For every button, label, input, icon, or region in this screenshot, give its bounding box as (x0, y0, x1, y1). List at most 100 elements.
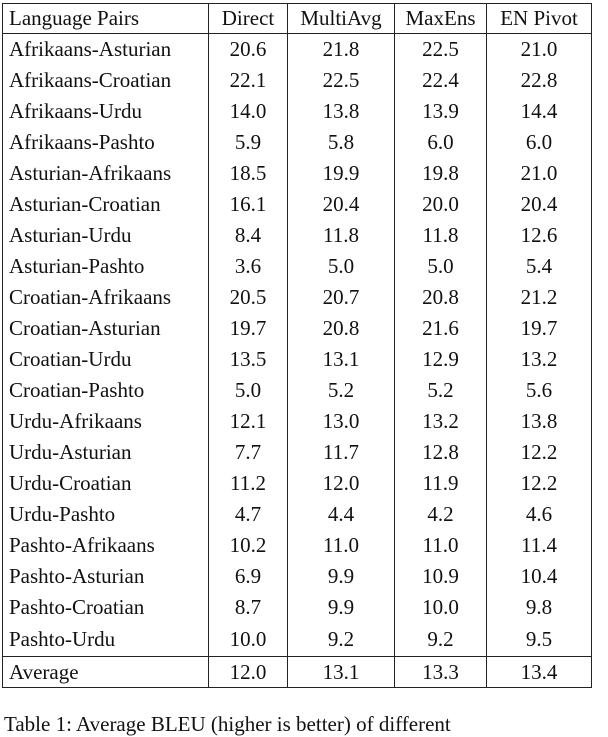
table-row: Pashto-Urdu 10.0 9.2 9.2 9.5 (2, 623, 592, 657)
cell-direct: 4.7 (208, 499, 288, 530)
cell-maxens: 12.8 (394, 437, 487, 468)
cell-direct: 12.0 (208, 656, 288, 688)
cell-multiavg: 12.0 (287, 468, 395, 499)
cell-direct: 11.2 (208, 468, 288, 499)
table-row: Croatian-Afrikaans 20.5 20.7 20.8 21.2 (2, 282, 592, 313)
table-row: Urdu-Pashto 4.7 4.4 4.2 4.6 (2, 499, 592, 530)
cell-multiavg: 9.9 (287, 561, 395, 592)
cell-en-pivot: 12.6 (486, 220, 592, 251)
cell-maxens: 12.9 (394, 344, 487, 375)
cell-language-pair: Afrikaans-Urdu (2, 96, 209, 127)
cell-multiavg: 11.7 (287, 437, 395, 468)
header-language-pairs: Language Pairs (2, 3, 209, 34)
cell-en-pivot: 13.8 (486, 406, 592, 437)
table-row: Croatian-Pashto 5.0 5.2 5.2 5.6 (2, 375, 592, 406)
cell-language-pair: Croatian-Afrikaans (2, 282, 209, 313)
cell-maxens: 13.9 (394, 96, 487, 127)
cell-multiavg: 21.8 (287, 33, 395, 65)
cell-en-pivot: 21.0 (486, 158, 592, 189)
table-row: Pashto-Asturian 6.9 9.9 10.9 10.4 (2, 561, 592, 592)
cell-en-pivot: 12.2 (486, 468, 592, 499)
cell-direct: 22.1 (208, 65, 288, 96)
cell-maxens: 9.2 (394, 623, 487, 657)
cell-multiavg: 13.1 (287, 344, 395, 375)
table-row: Pashto-Croatian 8.7 9.9 10.0 9.8 (2, 592, 592, 623)
cell-maxens: 6.0 (394, 127, 487, 158)
cell-maxens: 20.0 (394, 189, 487, 220)
cell-en-pivot: 20.4 (486, 189, 592, 220)
cell-direct: 5.0 (208, 375, 288, 406)
cell-direct: 13.5 (208, 344, 288, 375)
cell-language-pair: Croatian-Asturian (2, 313, 209, 344)
cell-maxens: 11.0 (394, 530, 487, 561)
cell-direct: 3.6 (208, 251, 288, 282)
cell-language-pair: Pashto-Croatian (2, 592, 209, 623)
cell-multiavg: 20.8 (287, 313, 395, 344)
cell-en-pivot: 5.4 (486, 251, 592, 282)
cell-en-pivot: 9.5 (486, 623, 592, 657)
average-row: Average 12.0 13.1 13.3 13.4 (2, 656, 592, 688)
cell-en-pivot: 19.7 (486, 313, 592, 344)
cell-en-pivot: 9.8 (486, 592, 592, 623)
header-en-pivot: EN Pivot (486, 3, 592, 34)
cell-en-pivot: 13.2 (486, 344, 592, 375)
cell-en-pivot: 5.6 (486, 375, 592, 406)
cell-en-pivot: 6.0 (486, 127, 592, 158)
cell-multiavg: 11.8 (287, 220, 395, 251)
cell-direct: 18.5 (208, 158, 288, 189)
cell-direct: 8.7 (208, 592, 288, 623)
table-row: Urdu-Croatian 11.2 12.0 11.9 12.2 (2, 468, 592, 499)
cell-en-pivot: 10.4 (486, 561, 592, 592)
results-table: Language Pairs Direct MultiAvg MaxEns EN… (2, 3, 592, 688)
header-multiavg: MultiAvg (287, 3, 395, 34)
cell-language-pair: Average (2, 656, 209, 688)
cell-multiavg: 13.8 (287, 96, 395, 127)
cell-multiavg: 5.0 (287, 251, 395, 282)
cell-multiavg: 19.9 (287, 158, 395, 189)
table-row: Asturian-Urdu 8.4 11.8 11.8 12.6 (2, 220, 592, 251)
cell-maxens: 11.9 (394, 468, 487, 499)
cell-multiavg: 5.2 (287, 375, 395, 406)
cell-direct: 7.7 (208, 437, 288, 468)
table-row: Asturian-Afrikaans 18.5 19.9 19.8 21.0 (2, 158, 592, 189)
cell-direct: 20.5 (208, 282, 288, 313)
cell-direct: 5.9 (208, 127, 288, 158)
cell-direct: 10.2 (208, 530, 288, 561)
cell-language-pair: Asturian-Urdu (2, 220, 209, 251)
cell-language-pair: Afrikaans-Croatian (2, 65, 209, 96)
cell-multiavg: 13.1 (287, 656, 395, 688)
table-row: Croatian-Asturian 19.7 20.8 21.6 19.7 (2, 313, 592, 344)
cell-direct: 12.1 (208, 406, 288, 437)
cell-language-pair: Urdu-Pashto (2, 499, 209, 530)
cell-en-pivot: 21.0 (486, 33, 592, 65)
cell-maxens: 13.3 (394, 656, 487, 688)
cell-en-pivot: 14.4 (486, 96, 592, 127)
cell-language-pair: Asturian-Pashto (2, 251, 209, 282)
table-body: Afrikaans-Asturian 20.6 21.8 22.5 21.0 Afrika… (2, 33, 592, 688)
cell-maxens: 22.5 (394, 33, 487, 65)
table-row: Afrikaans-Urdu 14.0 13.8 13.9 14.4 (2, 96, 592, 127)
cell-language-pair: Pashto-Urdu (2, 623, 209, 657)
cell-multiavg: 20.7 (287, 282, 395, 313)
cell-language-pair: Asturian-Afrikaans (2, 158, 209, 189)
table-row: Croatian-Urdu 13.5 13.1 12.9 13.2 (2, 344, 592, 375)
cell-multiavg: 5.8 (287, 127, 395, 158)
cell-maxens: 13.2 (394, 406, 487, 437)
cell-direct: 16.1 (208, 189, 288, 220)
cell-direct: 8.4 (208, 220, 288, 251)
cell-direct: 14.0 (208, 96, 288, 127)
header-maxens: MaxEns (394, 3, 487, 34)
cell-maxens: 22.4 (394, 65, 487, 96)
cell-language-pair: Croatian-Pashto (2, 375, 209, 406)
table-row: Asturian-Croatian 16.1 20.4 20.0 20.4 (2, 189, 592, 220)
cell-maxens: 5.2 (394, 375, 487, 406)
cell-maxens: 10.0 (394, 592, 487, 623)
cell-language-pair: Urdu-Afrikaans (2, 406, 209, 437)
table-row: Urdu-Afrikaans 12.1 13.0 13.2 13.8 (2, 406, 592, 437)
table-row: Afrikaans-Croatian 22.1 22.5 22.4 22.8 (2, 65, 592, 96)
cell-en-pivot: 21.2 (486, 282, 592, 313)
cell-en-pivot: 11.4 (486, 530, 592, 561)
cell-multiavg: 13.0 (287, 406, 395, 437)
cell-multiavg: 9.9 (287, 592, 395, 623)
cell-maxens: 21.6 (394, 313, 487, 344)
